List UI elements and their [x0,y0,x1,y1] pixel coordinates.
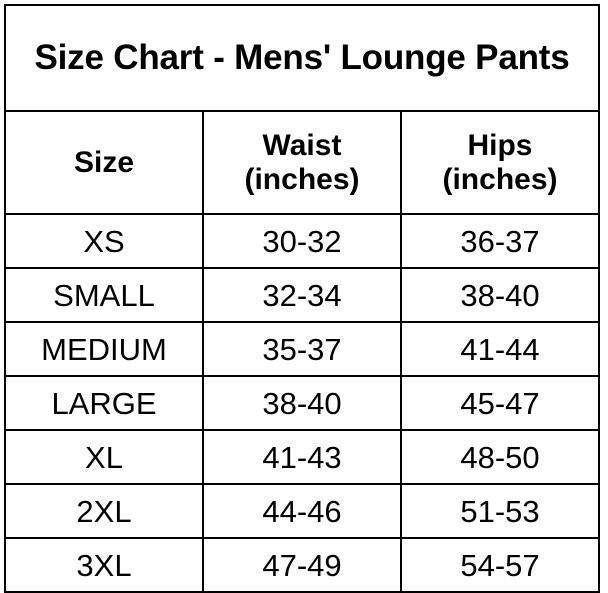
cell-waist: 44-46 [202,483,402,539]
table-row: SMALL 32-34 38-40 [4,267,600,323]
table-row: 2XL 44-46 51-53 [4,483,600,539]
cell-hips: 54-57 [400,537,600,593]
column-header-size-line2: Size [73,145,135,179]
table-row: XS 30-32 36-37 [4,213,600,269]
cell-waist: 32-34 [202,267,402,323]
cell-size: SMALL [4,267,204,323]
column-header-hips: Hips (inches) [400,110,600,215]
cell-waist: 35-37 [202,321,402,377]
cell-hips: 36-37 [400,213,600,269]
cell-size: MEDIUM [4,321,204,377]
cell-waist: 47-49 [202,537,402,593]
column-header-hips-line2: (inches) [442,162,558,196]
column-header-row: Size Waist (inches) Hips (inches) [4,110,600,215]
cell-size: 2XL [4,483,204,539]
size-chart-container: Size Chart - Mens' Lounge Pants Size Wai… [4,4,600,593]
size-chart-table: Size Chart - Mens' Lounge Pants Size Wai… [4,4,600,593]
cell-size: XL [4,429,204,485]
column-header-waist: Waist (inches) [202,110,402,215]
cell-hips: 51-53 [400,483,600,539]
cell-size: 3XL [4,537,204,593]
table-row: MEDIUM 35-37 41-44 [4,321,600,377]
cell-hips: 41-44 [400,321,600,377]
column-header-size: Size [4,110,204,215]
cell-hips: 45-47 [400,375,600,431]
title-row: Size Chart - Mens' Lounge Pants [4,4,600,112]
cell-waist: 41-43 [202,429,402,485]
column-header-waist-line2: (inches) [244,162,360,196]
chart-title: Size Chart - Mens' Lounge Pants [4,4,600,112]
cell-waist: 30-32 [202,213,402,269]
table-row: XL 41-43 48-50 [4,429,600,485]
column-header-hips-line1: Hips [467,128,533,162]
table-row: LARGE 38-40 45-47 [4,375,600,431]
cell-hips: 48-50 [400,429,600,485]
cell-waist: 38-40 [202,375,402,431]
column-header-waist-line1: Waist [262,128,342,162]
cell-size: XS [4,213,204,269]
cell-hips: 38-40 [400,267,600,323]
cell-size: LARGE [4,375,204,431]
table-row: 3XL 47-49 54-57 [4,537,600,593]
